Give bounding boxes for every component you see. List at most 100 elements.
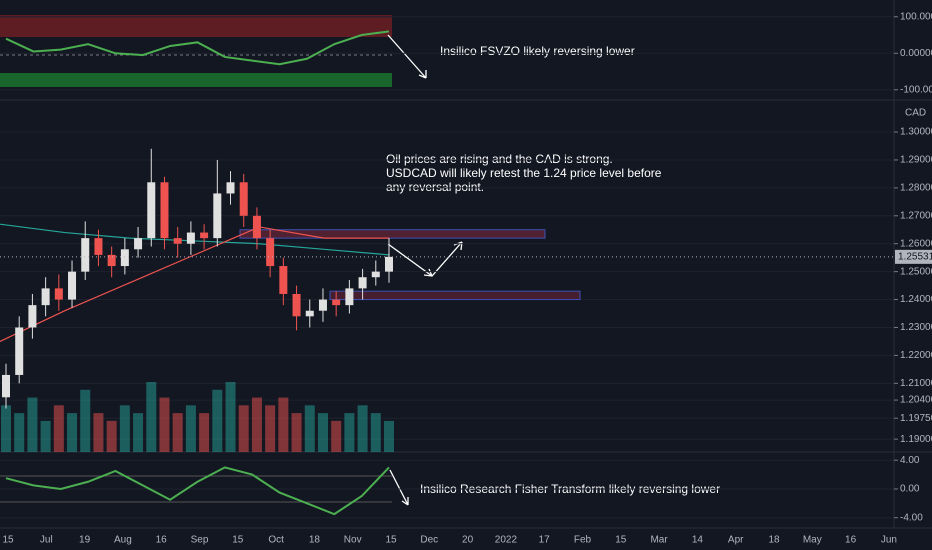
x-tick-label: 18 xyxy=(309,535,321,546)
indicator-line xyxy=(5,30,390,66)
volume-bar xyxy=(27,397,38,452)
x-tick-label: Oct xyxy=(268,535,284,546)
y-tick-label: 1.20400 xyxy=(900,395,932,406)
x-tick-label: 17 xyxy=(539,535,551,546)
x-tick-label: May xyxy=(803,535,822,546)
volume-bar xyxy=(291,413,302,452)
volume-bar xyxy=(53,405,64,452)
volume-bar xyxy=(225,382,236,452)
candle-body xyxy=(332,299,341,306)
candle-body xyxy=(160,182,169,239)
x-tick-label: Sep xyxy=(191,535,209,546)
x-tick-label: Jun xyxy=(881,535,897,546)
x-tick-label: 14 xyxy=(692,535,704,546)
candle-body xyxy=(371,271,380,278)
volume-bar xyxy=(344,413,355,452)
candle-body xyxy=(134,238,143,250)
y-tick-label: 0.00 xyxy=(900,484,920,495)
volume-bar xyxy=(238,405,249,452)
arrows xyxy=(387,34,463,506)
last-price-box xyxy=(895,249,932,264)
y-tick-label: -4.00 xyxy=(900,512,923,523)
candle-body xyxy=(107,254,116,267)
overbought-band xyxy=(0,15,392,37)
x-tick-label: 15 xyxy=(615,535,627,546)
volume-bar xyxy=(384,420,394,452)
x-tick-label: 20 xyxy=(462,535,474,546)
y-tick-label: -100.00000 xyxy=(900,84,932,95)
annotation: USDCAD will likely retest the 1.24 price… xyxy=(386,166,662,180)
x-tick-label: 15 xyxy=(385,535,397,546)
volume-bar xyxy=(1,405,11,452)
candle-body xyxy=(358,277,367,289)
candle-body xyxy=(81,238,90,272)
x-tick-label: Nov xyxy=(344,535,362,546)
candle-body xyxy=(147,182,156,239)
indicator-line xyxy=(5,466,390,516)
candle-body xyxy=(94,238,103,255)
x-tick-label: 16 xyxy=(156,535,168,546)
candle-body xyxy=(318,299,327,311)
volume-bar xyxy=(172,413,183,452)
x-tick-label: Jul xyxy=(40,535,53,546)
candle-body xyxy=(41,288,50,306)
volume-bar xyxy=(146,382,157,452)
volume-bar xyxy=(357,405,368,452)
volume-bar xyxy=(40,420,51,452)
candle-body xyxy=(266,238,275,267)
volume-bar xyxy=(185,405,196,452)
y-tick-label: 4.00 xyxy=(900,455,920,466)
candle-body xyxy=(200,232,209,239)
annotation: Oil prices are rising and the CAD is str… xyxy=(386,152,613,166)
zone xyxy=(239,229,546,239)
x-tick-label: Dec xyxy=(420,535,438,546)
volume-bar xyxy=(133,413,144,452)
candle-body xyxy=(2,374,10,398)
x-tick-label: 18 xyxy=(768,535,780,546)
y-tick-label: 1.19000 xyxy=(900,434,932,445)
zone xyxy=(329,290,581,301)
y-tick-label: 1.29000 xyxy=(900,155,932,166)
y-tick-label: 1.24000 xyxy=(900,294,932,305)
y-tick-label: 1.21000 xyxy=(900,378,932,389)
x-tick-label: Feb xyxy=(574,535,592,546)
candle-body xyxy=(292,293,301,317)
y-tick-label: 1.22000 xyxy=(900,350,932,361)
annotation: any reversal point. xyxy=(386,180,484,194)
volume-bar xyxy=(159,397,170,452)
candle-body xyxy=(173,238,182,244)
candle-body xyxy=(345,288,354,306)
volume-bar xyxy=(80,389,91,452)
currency-label: CAD xyxy=(905,108,926,119)
volume-bar xyxy=(317,413,328,452)
x-tick-label: 15 xyxy=(2,535,14,546)
volume-bar xyxy=(119,405,130,452)
volume-bar xyxy=(251,397,262,452)
x-tick-label: Aug xyxy=(114,535,132,546)
volume-bar xyxy=(304,405,315,452)
y-tick-label: 100.00000 xyxy=(900,11,932,22)
x-tick-label: 16 xyxy=(845,535,857,546)
x-tick-label: Apr xyxy=(728,535,744,546)
last-price-label: 1.25531 xyxy=(898,251,932,262)
volume-bar xyxy=(370,413,381,452)
candle-body xyxy=(226,182,235,194)
candle-body xyxy=(385,256,393,272)
candle-body xyxy=(279,266,288,294)
moving-average xyxy=(0,226,389,342)
volume-bar xyxy=(212,389,223,452)
volume-bar xyxy=(265,405,276,452)
candle-body xyxy=(213,193,222,239)
volume-bar xyxy=(278,397,289,452)
candle-body xyxy=(68,271,77,300)
y-tick-label: 1.28000 xyxy=(900,183,932,194)
y-tick-label: 1.19750 xyxy=(900,413,932,424)
candle-body xyxy=(252,215,261,239)
y-tick-label: 1.27000 xyxy=(900,210,932,221)
oversold-band xyxy=(0,73,392,87)
y-tick-label: 1.23000 xyxy=(900,322,932,333)
x-tick-label: Mar xyxy=(650,535,668,546)
